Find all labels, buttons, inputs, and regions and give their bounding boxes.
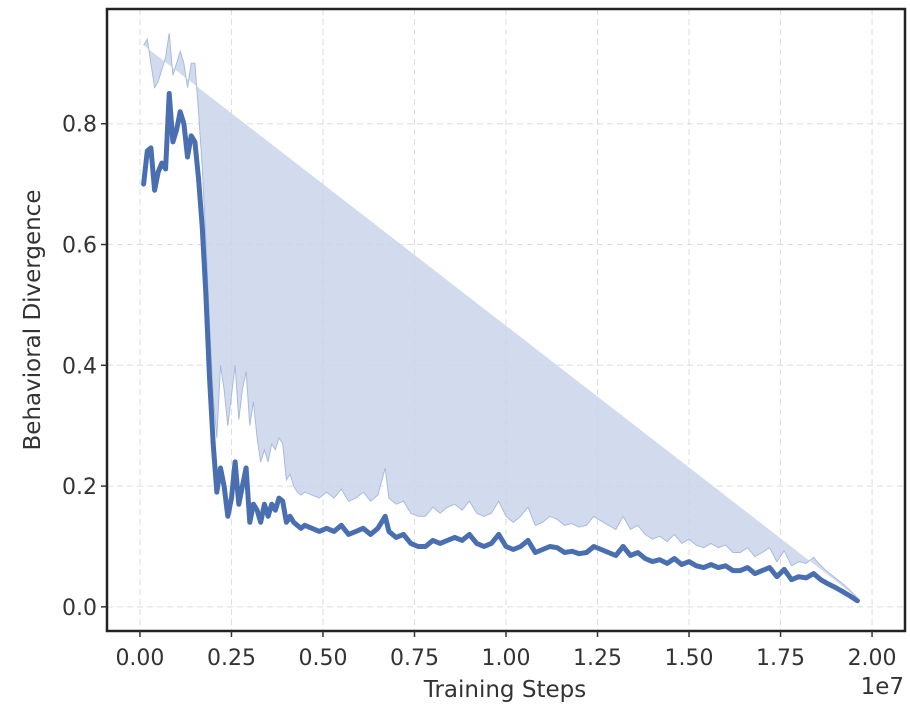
- x-tick-label: 2.00: [848, 646, 897, 671]
- x-axis-title: Training Steps: [423, 677, 586, 703]
- x-tick-label: 1.25: [573, 646, 622, 671]
- y-tick-label: 0.4: [62, 354, 97, 379]
- x-tick-label: 1.75: [756, 646, 805, 671]
- x-tick-label: 0.75: [390, 646, 439, 671]
- y-tick-label: 0.6: [62, 234, 97, 259]
- y-tick-label: 0.8: [62, 113, 97, 138]
- mean-line: [141, 91, 860, 604]
- y-axis: 0.0 0.2 0.4 0.6 0.8: [62, 113, 107, 621]
- x-tick-label: 0.00: [115, 646, 164, 671]
- x-tick-label: 0.25: [207, 646, 256, 671]
- x-tick-label: 1.00: [482, 646, 531, 671]
- x-offset-label: 1e7: [861, 674, 904, 700]
- y-axis-title: Behavioral Divergence: [20, 190, 46, 451]
- confidence-band: [143, 33, 858, 599]
- x-axis: 0.00 0.25 0.50 0.75 1.00 1.25 1.50 1.75 2.00: [115, 631, 897, 671]
- x-tick-label: 1.50: [665, 646, 714, 671]
- y-tick-label: 0.2: [62, 475, 97, 500]
- y-tick-label: 0.0: [62, 596, 97, 621]
- x-tick-label: 0.50: [298, 646, 347, 671]
